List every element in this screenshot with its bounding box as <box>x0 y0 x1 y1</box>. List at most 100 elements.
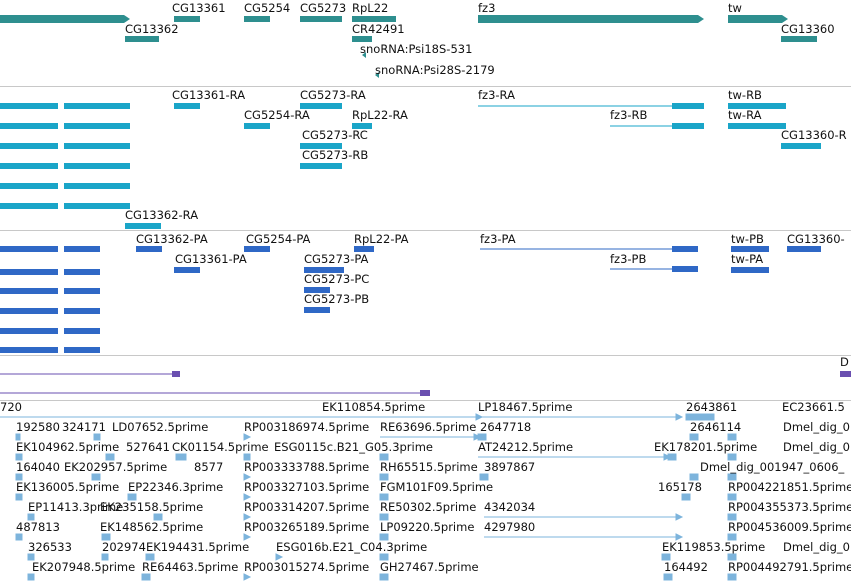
est-label[interactable]: FGM101F09.5prime <box>380 480 494 494</box>
est-label[interactable]: EK104962.5prime <box>16 440 120 454</box>
protein-label-CG13361-PA[interactable]: CG13361-PA <box>175 252 247 266</box>
est-label[interactable]: 324171 <box>62 420 106 434</box>
transcript-label-tw-RB[interactable]: tw-RB <box>728 88 762 102</box>
est-label[interactable]: 3897867 <box>484 460 536 474</box>
est-label[interactable]: 720 <box>0 400 22 414</box>
misc-label-D[interactable]: D <box>840 355 849 369</box>
gene-label-fz3[interactable]: fz3 <box>478 1 496 15</box>
gene-label-CG13360[interactable]: CG13360 <box>781 22 835 36</box>
est-label[interactable]: 202974 <box>102 540 146 554</box>
est-label[interactable]: RE64463.5prime <box>142 560 239 574</box>
gene-label-tw[interactable]: tw <box>728 1 742 15</box>
est-label[interactable]: RP004221851.5prime <box>728 480 851 494</box>
protein-label-CG13362-PA[interactable]: CG13362-PA <box>136 232 208 246</box>
est-label[interactable]: 326533 <box>28 540 72 554</box>
est-label[interactable]: EK148562.5prime <box>100 520 204 534</box>
est-label[interactable]: Dmel_dig_001947_0606_ <box>700 460 845 474</box>
est-label[interactable]: AT24212.5prime <box>478 440 574 454</box>
est-label[interactable]: EP22346.3prime <box>128 480 224 494</box>
est-label[interactable]: LD07652.5prime <box>112 420 209 434</box>
est-label[interactable]: 164492 <box>664 560 708 574</box>
gene-glyphs <box>0 15 817 78</box>
protein-label-fz3-PB[interactable]: fz3-PB <box>610 252 647 266</box>
est-label[interactable]: 164040 <box>16 460 60 474</box>
est-label[interactable]: Dmel_dig_0 <box>783 420 850 434</box>
est-label[interactable]: RP003265189.5prime <box>244 520 370 534</box>
est-label[interactable]: CK01154.5prime <box>172 440 269 454</box>
est-label[interactable]: EP11413.3prime <box>28 500 124 514</box>
protein-label-CG13360[interactable]: CG13360- <box>787 232 845 246</box>
protein-label-tw-PA[interactable]: tw-PA <box>731 252 764 266</box>
est-label[interactable]: EK207948.5prime <box>32 560 136 574</box>
transcript-label-CG13360-R[interactable]: CG13360-R <box>781 128 847 142</box>
est-label[interactable]: RP004355373.5prime <box>728 500 851 514</box>
est-label[interactable]: LP18467.5prime <box>478 400 573 414</box>
gene-label-snoRNA-531[interactable]: snoRNA:Psi18S-531 <box>360 42 473 56</box>
protein-label-tw-PB[interactable]: tw-PB <box>731 232 764 246</box>
gene-label-CG5254[interactable]: CG5254 <box>244 1 291 15</box>
est-label[interactable]: RP003333788.5prime <box>244 460 370 474</box>
transcript-label-RpL22-RA[interactable]: RpL22-RA <box>352 108 408 122</box>
est-label[interactable]: EK194431.5prime <box>146 540 250 554</box>
est-label[interactable]: 4297980 <box>484 520 536 534</box>
est-label[interactable]: RP004492791.5prime <box>728 560 851 574</box>
gene-label-RpL22[interactable]: RpL22 <box>352 1 389 15</box>
est-label[interactable]: EK110854.5prime <box>322 400 426 414</box>
est-label[interactable]: RE50302.5prime <box>380 500 477 514</box>
est-label[interactable]: Dmel_dig_0 <box>783 540 850 554</box>
est-label[interactable]: 4342034 <box>484 500 536 514</box>
est-label[interactable]: RP003327103.5prime <box>244 480 370 494</box>
est-label[interactable]: RE63696.5prime <box>380 420 477 434</box>
transcript-label-fz3-RB[interactable]: fz3-RB <box>610 108 648 122</box>
est-label[interactable]: ESG0115c.B21_G05.3prime <box>274 440 434 454</box>
est-label[interactable]: RP004536009.5prime <box>728 520 851 534</box>
est-label[interactable]: LP09220.5prime <box>380 520 475 534</box>
transcript-label-CG13361-RA[interactable]: CG13361-RA <box>172 88 246 102</box>
protein-label-RpL22-PA[interactable]: RpL22-PA <box>354 232 409 246</box>
protein-glyph-tw-PA <box>731 267 769 273</box>
transcript-label-CG5254-RA[interactable]: CG5254-RA <box>244 108 310 122</box>
protein-label-CG5273-PA[interactable]: CG5273-PA <box>304 252 369 266</box>
est-label[interactable]: RP003314207.5prime <box>244 500 370 514</box>
transcript-label-CG13362-RA[interactable]: CG13362-RA <box>125 208 199 222</box>
gene-label-CG13361[interactable]: CG13361 <box>172 1 226 15</box>
est-label[interactable]: RP003186974.5prime <box>244 420 370 434</box>
protein-glyph-CG5273-PA <box>304 267 344 273</box>
est-label[interactable]: 165178 <box>658 480 702 494</box>
transcript-label-fz3-RA[interactable]: fz3-RA <box>478 88 515 102</box>
protein-label-CG5254-PA[interactable]: CG5254-PA <box>246 232 311 246</box>
track-separator <box>0 230 851 231</box>
est-label[interactable]: EK136005.5prime <box>16 480 120 494</box>
transcript-label-tw-RA[interactable]: tw-RA <box>728 108 762 122</box>
est-label[interactable]: ESG016b.E21_C04.3prime <box>276 540 428 554</box>
est-label[interactable]: RH65515.5prime <box>380 460 478 474</box>
est-label[interactable]: EC23661.5 <box>782 400 845 414</box>
est-label[interactable]: EK119853.5prime <box>662 540 766 554</box>
gene-label-CG13362[interactable]: CG13362 <box>125 22 179 36</box>
est-label[interactable]: 2646114 <box>690 420 742 434</box>
est-label[interactable]: 487813 <box>16 520 60 534</box>
est-label[interactable]: RP003015274.5prime <box>244 560 370 574</box>
est-track: 720 EK110854.5prime LP18467.5prime 26438… <box>0 401 851 583</box>
est-glyph-row-5 <box>15 493 737 501</box>
protein-label-CG5273-PB[interactable]: CG5273-PB <box>304 292 370 306</box>
est-label[interactable]: GH27467.5prime <box>380 560 479 574</box>
est-label[interactable]: 8577 <box>194 460 224 474</box>
transcript-label-CG5273-RA[interactable]: CG5273-RA <box>300 88 366 102</box>
est-label[interactable]: 527641 <box>126 440 170 454</box>
protein-label-fz3-PA[interactable]: fz3-PA <box>480 232 516 246</box>
protein-label-CG5273-PC[interactable]: CG5273-PC <box>304 272 370 286</box>
est-label[interactable]: 2643861 <box>686 400 738 414</box>
protein-glyph-CG5273-PB <box>304 307 330 313</box>
est-label[interactable]: 2647718 <box>480 420 532 434</box>
gene-label-snoRNA-2179[interactable]: snoRNA:Psi28S-2179 <box>375 63 495 77</box>
est-label[interactable]: EK235158.5prime <box>100 500 204 514</box>
est-label[interactable]: EK202957.5prime <box>64 460 168 474</box>
transcript-label-CG5273-RB[interactable]: CG5273-RB <box>302 148 369 162</box>
gene-label-CG5273[interactable]: CG5273 <box>300 1 347 15</box>
est-label[interactable]: 192580 <box>16 420 60 434</box>
transcript-label-CG5273-RC[interactable]: CG5273-RC <box>302 128 368 142</box>
gene-label-CR42491[interactable]: CR42491 <box>352 22 405 36</box>
est-label[interactable]: Dmel_dig_0 <box>783 440 850 454</box>
est-label[interactable]: EK178201.5prime <box>654 440 758 454</box>
